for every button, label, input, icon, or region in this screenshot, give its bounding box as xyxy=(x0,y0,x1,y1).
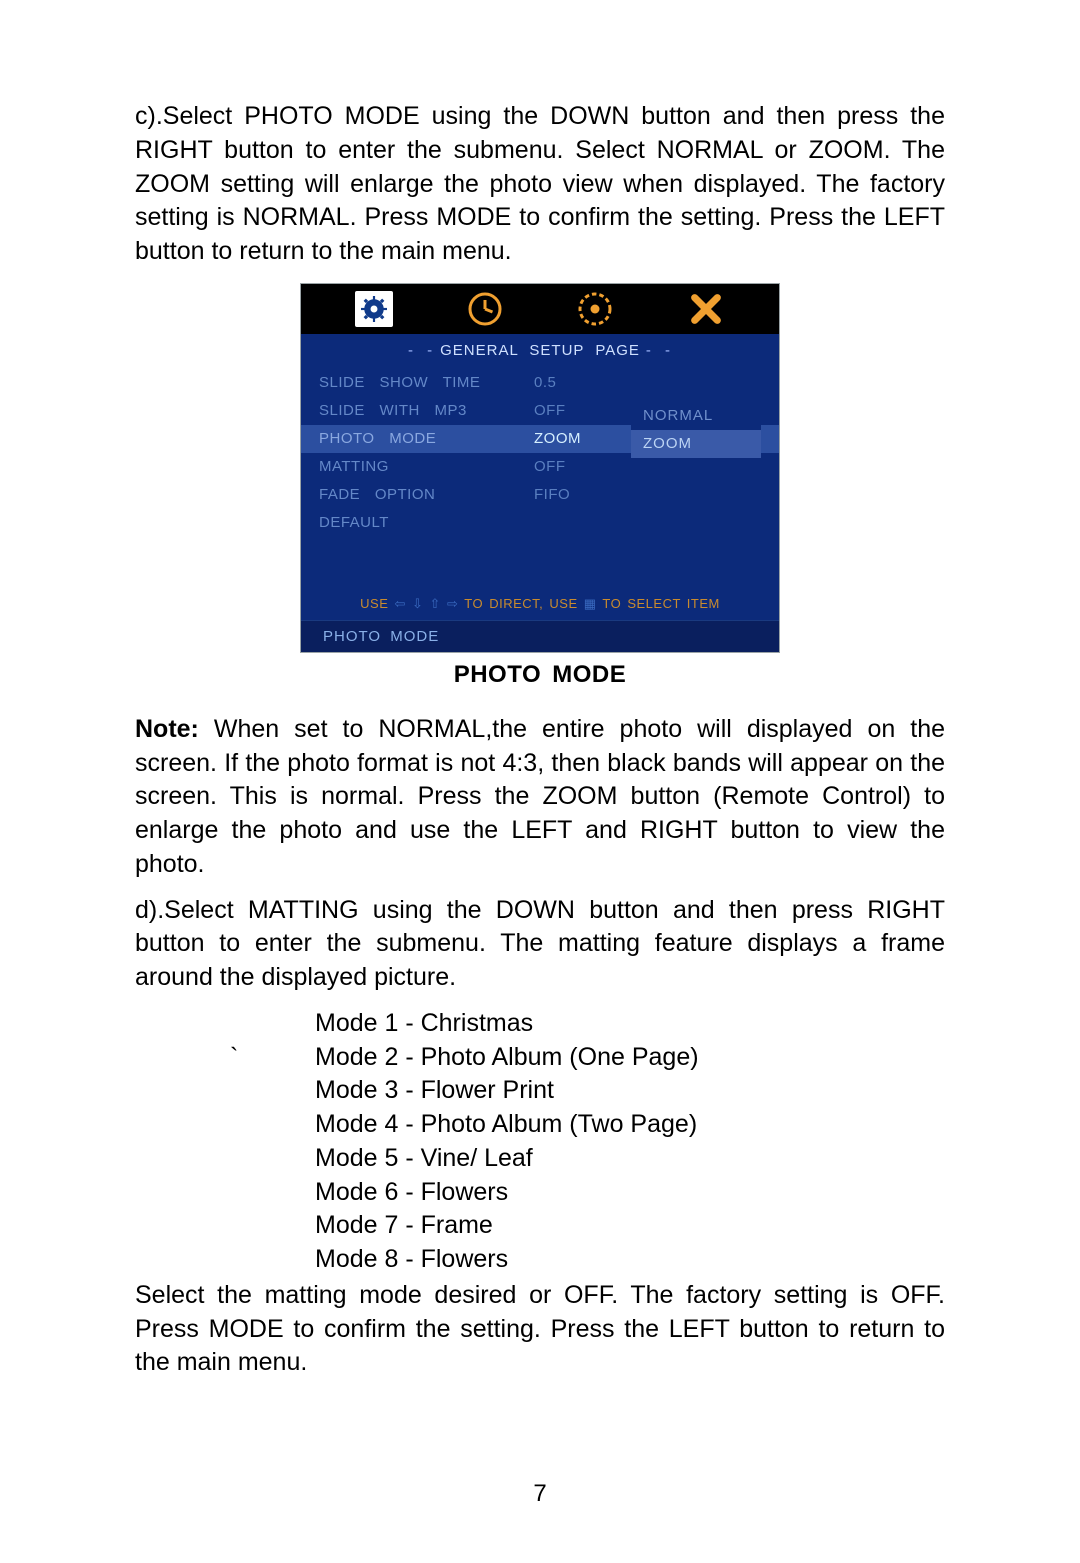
submenu: NORMAL ZOOM xyxy=(631,402,761,458)
row-value: FIFO xyxy=(534,486,624,503)
paragraph-d-tail: Select the matting mode desired or OFF. … xyxy=(135,1279,945,1380)
tab-bar xyxy=(301,284,779,334)
clock-icon[interactable] xyxy=(465,289,505,329)
gear-icon[interactable] xyxy=(354,289,394,329)
menu-row[interactable]: SLIDE SHOW TIME 0.5 xyxy=(301,369,779,397)
list-item: Mode 1 - Christmas xyxy=(315,1007,945,1041)
note-body: When set to NORMAL,the entire photo will… xyxy=(135,715,945,878)
row-label: SLIDE WITH MP3 xyxy=(319,402,534,419)
setup-page-title: - -GENERAL SETUP PAGE- - xyxy=(301,334,779,369)
list-item: `Mode 2 - Photo Album (One Page) xyxy=(315,1041,945,1075)
row-label: SLIDE SHOW TIME xyxy=(319,374,534,391)
row-label: FADE OPTION xyxy=(319,486,534,503)
list-item: Mode 3 - Flower Print xyxy=(315,1074,945,1108)
row-label: PHOTO MODE xyxy=(319,430,534,447)
breadcrumb: PHOTO MODE xyxy=(301,620,779,652)
list-item: Mode 4 - Photo Album (Two Page) xyxy=(315,1108,945,1142)
paragraph-d: d).Select MATTING using the DOWN button … xyxy=(135,894,945,995)
close-icon[interactable] xyxy=(686,289,726,329)
row-label: MATTING xyxy=(319,458,534,475)
screenshot-caption: PHOTO MODE xyxy=(135,661,945,689)
note-paragraph: Note: When set to NORMAL,the entire phot… xyxy=(135,713,945,882)
row-value: OFF xyxy=(534,458,624,475)
embedded-screenshot: - -GENERAL SETUP PAGE- - SLIDE SHOW TIME… xyxy=(300,283,780,653)
list-item: Mode 7 - Frame xyxy=(315,1209,945,1243)
row-value: ZOOM xyxy=(534,430,624,447)
row-value: OFF xyxy=(534,402,624,419)
list-item: Mode 5 - Vine/ Leaf xyxy=(315,1142,945,1176)
menu-row[interactable]: DEFAULT xyxy=(301,509,779,537)
arrow-icons: ⇦ ⇩ ⇧ ⇨ xyxy=(395,596,459,611)
menu-row[interactable]: FADE OPTION FIFO xyxy=(301,481,779,509)
submenu-item-normal[interactable]: NORMAL xyxy=(631,402,761,430)
submenu-item-zoom[interactable]: ZOOM xyxy=(631,430,761,458)
list-item: Mode 8 - Flowers xyxy=(315,1243,945,1277)
paragraph-c: c).Select PHOTO MODE using the DOWN butt… xyxy=(135,100,945,269)
list-item: Mode 6 - Flowers xyxy=(315,1176,945,1210)
hint-bar: USE ⇦ ⇩ ⇧ ⇨ TO DIRECT, USE ▦ TO SELECT I… xyxy=(301,596,779,612)
backtick-mark: ` xyxy=(230,1041,238,1075)
page-number: 7 xyxy=(0,1480,1080,1508)
select-btn-icon: ▦ xyxy=(584,596,597,611)
matting-mode-list: Mode 1 - Christmas `Mode 2 - Photo Album… xyxy=(135,1007,945,1277)
row-value: 0.5 xyxy=(534,374,624,391)
disc-icon[interactable] xyxy=(575,289,615,329)
note-label: Note: xyxy=(135,715,199,743)
row-label: DEFAULT xyxy=(319,514,534,531)
